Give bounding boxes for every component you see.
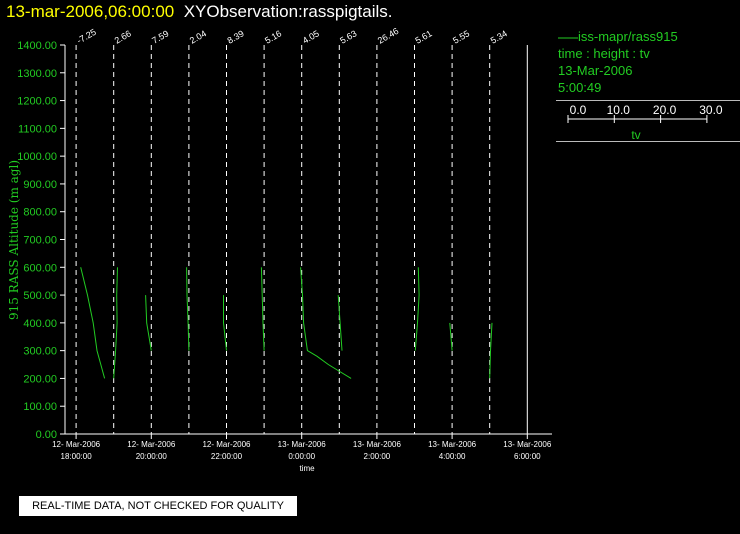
profile-line [449,322,453,351]
profile-tv-label: 5.63 [338,28,358,45]
legend-axes-desc: time : height : tv [558,46,650,61]
profile-line [80,267,106,379]
profile-tv-label: 2.66 [113,28,133,45]
profile-line [260,267,265,351]
profile-tv-label: 8.39 [226,28,246,45]
y-tick-label: 1000.00 [17,151,57,163]
profile-line [489,322,493,379]
profile-tv-label: 5.61 [414,28,434,45]
profile-line [186,267,190,351]
y-tick-label: 1300.00 [17,68,57,80]
legend-divider [556,100,740,101]
legend-series: iss-mapr/rass915 [556,28,740,45]
legend-scale-label: tv [631,128,640,142]
x-tick-time: 20:00:00 [136,452,168,461]
y-tick-label: 900.00 [23,179,57,191]
x-axis-title: time [299,464,315,473]
legend-panel: iss-mapr/rass915 time : height : tv 13-M… [556,28,740,142]
y-tick-label: 100.00 [23,401,57,413]
profile-tv-label: 2.04 [188,28,208,45]
x-tick-time: 2:00:00 [364,452,391,461]
x-tick-time: 0:00:00 [288,452,315,461]
legend-scale-tick-label: 0.0 [570,103,587,117]
profile-line [145,295,152,351]
y-tick-label: 800.00 [23,207,57,219]
profile-line [300,267,352,379]
quality-notice: REAL-TIME DATA, NOT CHECKED FOR QUALITY [19,496,297,516]
profile-line [223,295,227,351]
x-tick-time: 6:00:00 [514,452,541,461]
x-tick-date: 13- Mar-2006 [428,440,477,449]
ticks: 0.00 100.00 200.00 300.00 400.00 500.00 600.00… [17,40,552,461]
profiles [80,267,493,379]
legend-time: 5:00:49 [558,80,602,95]
legend-scale-tick-label: 20.0 [653,103,677,117]
legend-scale-tick-label: 10.0 [607,103,631,117]
y-tick-label: 1100.00 [18,123,57,135]
x-tick-date: 12- Mar-2006 [202,440,251,449]
x-tick-date: 12- Mar-2006 [52,440,101,449]
axes: 915 RASS Altitude (m agl) time [7,45,552,473]
y-tick-label: 0.00 [36,429,57,441]
legend-scale-ticks: 0.0 10.0 20.0 30.0 [567,103,723,123]
y-axis-title: 915 RASS Altitude (m agl) [7,160,21,320]
profile-line [113,267,118,379]
x-tick-date: 13- Mar-2006 [353,440,402,449]
y-tick-label: 300.00 [23,346,57,358]
x-tick-date: 12- Mar-2006 [127,440,176,449]
y-tick-label: 1200.00 [17,96,57,108]
y-tick-label: 1400.00 [17,40,57,52]
y-tick-label: 400.00 [23,318,57,330]
profile-tv-label: 7.59 [150,28,170,45]
x-tick-time: 4:00:00 [439,452,466,461]
profile-tv-label: -7.25 [75,27,98,46]
y-tick-label: 600.00 [23,262,57,274]
legend-line-swatch [558,37,578,39]
x-tick-date: 13- Mar-2006 [278,440,327,449]
title-timestamp: 13-mar-2006,06:00:00 [6,2,175,21]
profile-tv-label: 5.34 [489,28,509,45]
y-tick-label: 200.00 [23,373,57,385]
legend-date: 13-Mar-2006 [558,63,633,78]
legend-divider-bottom [556,141,740,142]
x-tick-date: 13- Mar-2006 [503,440,552,449]
x-tick-time: 18:00:00 [61,452,93,461]
y-tick-label: 500.00 [23,290,57,302]
profile-tv-label: 5.16 [263,28,283,45]
y-tick-label: 700.00 [23,235,57,247]
profile-tv-label: 5.55 [451,28,471,45]
legend-scale-tick-label: 30.0 [699,103,723,117]
profile-line [414,267,420,351]
x-tick-time: 22:00:00 [211,452,243,461]
title-text: XYObservation:rasspigtails. [183,2,393,21]
profile-line [337,295,343,351]
profile-tv-label: 26.46 [376,26,401,46]
legend-series-label: iss-mapr/rass915 [578,29,678,44]
legend-scale: 0.0 10.0 20.0 30.0 tv [567,103,723,142]
profile-tv-label: 4.05 [301,28,321,45]
profile-baselines: -7.25 2.66 7.59 2.04 8.39 5.16 4.05 5.63 26.46 5.… [75,26,509,434]
chart-title: 13-mar-2006,06:00:00 XYObservation:rassp… [6,2,393,22]
